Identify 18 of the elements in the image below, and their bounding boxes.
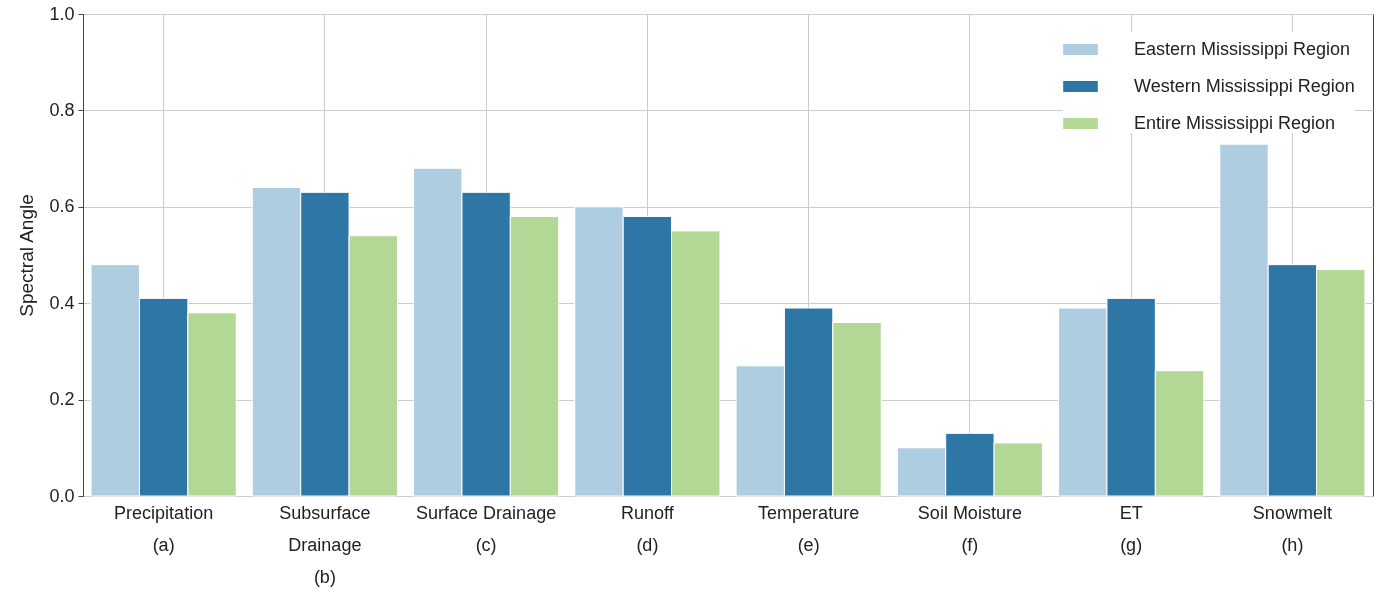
y-tick-label: 0.4 (49, 292, 75, 313)
x-tick-label: Temperature (e) (758, 502, 860, 555)
legend-label: Western Mississippi Region (1134, 75, 1355, 96)
legend-label: Entire Mississippi Region (1134, 112, 1336, 133)
x-tick-label: ET (g) (1119, 502, 1143, 555)
x-tick-label: Snowmelt (h) (1252, 502, 1332, 555)
x-tick-label: Soil Moisture (f) (917, 502, 1022, 555)
y-tick-label: 0.2 (49, 389, 75, 410)
x-tick-label: Runoff (d) (621, 502, 675, 555)
x-tick-label: Subsurface Drainage (b) (279, 502, 371, 587)
y-axis-title: Spectral Angle (16, 194, 38, 317)
x-tick-label: Precipitation (a) (114, 502, 214, 555)
y-tick-label: 0.0 (49, 485, 75, 506)
y-tick-label: 1.0 (49, 3, 75, 24)
x-tick-label: Surface Drainage (c) (416, 502, 557, 555)
legend-label: Eastern Mississippi Region (1134, 38, 1351, 59)
y-tick-label: 0.6 (49, 196, 75, 217)
y-tick-label: 0.8 (49, 99, 75, 120)
